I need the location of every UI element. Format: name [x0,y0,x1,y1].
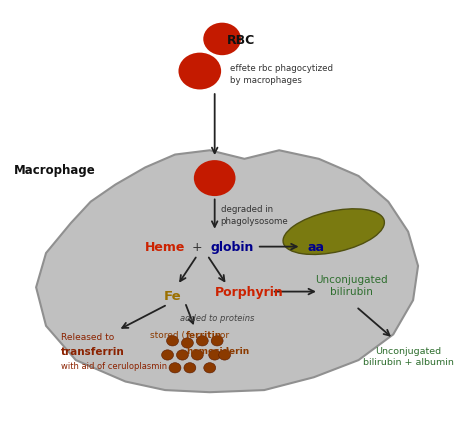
Text: Unconjugated
bilirubin: Unconjugated bilirubin [315,274,387,297]
Circle shape [196,336,208,346]
Text: Released to: Released to [61,332,114,341]
Circle shape [182,338,193,348]
Text: effete rbc phagocytized
by macrophages: effete rbc phagocytized by macrophages [229,64,333,84]
Polygon shape [36,151,418,392]
Circle shape [179,53,221,90]
Text: globin: globin [210,240,254,254]
Text: hemosiderin: hemosiderin [186,347,249,355]
Text: RBC: RBC [227,34,255,47]
Text: Macrophage: Macrophage [14,164,96,177]
Text: added to proteins: added to proteins [180,313,255,322]
Circle shape [219,350,230,360]
Text: stored (: stored ( [150,330,185,339]
Circle shape [162,350,173,360]
Text: or: or [217,330,229,339]
Text: Fe: Fe [164,289,182,302]
Circle shape [184,363,196,373]
Circle shape [211,336,223,346]
Text: aa: aa [308,240,325,254]
Circle shape [191,350,203,360]
Text: Heme: Heme [145,240,185,254]
Text: ferritin: ferritin [186,330,222,339]
Text: with aid of ceruloplasmin: with aid of ceruloplasmin [61,361,167,370]
Circle shape [194,161,236,197]
Ellipse shape [283,209,384,255]
Circle shape [166,336,179,346]
Circle shape [176,350,188,360]
Text: transferrin: transferrin [61,346,125,356]
Text: Unconjugated
bilirubin + albumin: Unconjugated bilirubin + albumin [363,346,454,366]
Text: Porphyrin: Porphyrin [215,286,284,298]
Circle shape [204,363,216,373]
Text: +: + [192,240,202,254]
Text: ): ) [226,347,229,355]
Circle shape [169,363,181,373]
Text: degraded in
phagolysosome: degraded in phagolysosome [220,205,288,225]
Circle shape [209,350,220,360]
Circle shape [203,24,241,56]
